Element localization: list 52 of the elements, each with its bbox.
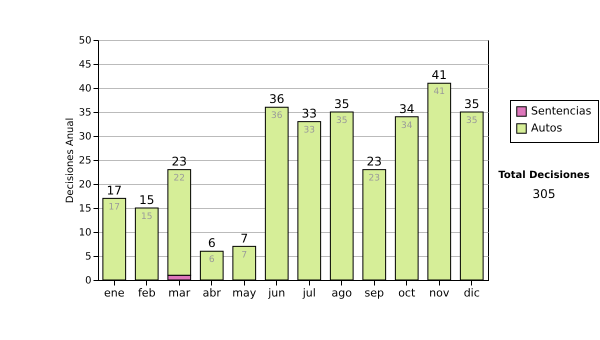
y-tick-label: 0 <box>85 276 92 286</box>
y-tick-label: 40 <box>78 84 92 94</box>
x-tick-label: nov <box>429 286 450 300</box>
x-tick-label: jun <box>267 286 286 300</box>
y-tick-label: 20 <box>78 180 92 190</box>
data-label: 7 <box>241 250 248 260</box>
y-axis-title: Decisiones Anual <box>64 118 76 204</box>
x-tick-label: sep <box>364 286 384 300</box>
total-label: 35 <box>464 97 480 111</box>
data-label: 35 <box>336 116 348 126</box>
x-tick-label: may <box>232 286 257 300</box>
total-label: 23 <box>172 154 187 169</box>
y-tick-label: 30 <box>78 132 92 142</box>
data-label: 33 <box>304 126 315 136</box>
y-tick-label: 15 <box>78 204 92 214</box>
legend-label: Sentencias <box>531 104 592 118</box>
text: 305 <box>532 187 556 201</box>
x-tick-label: ago <box>332 286 352 300</box>
total-label: 35 <box>334 97 350 111</box>
data-label: 17 <box>108 202 120 212</box>
text: Total Decisiones <box>497 170 591 181</box>
total-label: 17 <box>106 183 122 198</box>
data-label: 23 <box>368 174 380 184</box>
total-label: 23 <box>366 154 382 169</box>
data-label: 41 <box>434 87 445 98</box>
y-tick-label: 35 <box>78 108 92 118</box>
legend-label: Autos <box>531 122 563 134</box>
total-label: 7 <box>240 231 248 246</box>
total-label: 34 <box>399 102 414 116</box>
total-label: 41 <box>432 68 447 82</box>
x-tick-label: jul <box>302 286 316 300</box>
total-label: 15 <box>139 193 154 207</box>
y-tick-label: 50 <box>78 36 92 46</box>
x-tick-label: dic <box>464 286 480 300</box>
data-label: 35 <box>466 116 478 126</box>
total-label: 33 <box>302 106 317 121</box>
x-tick-label: oct <box>398 286 416 300</box>
y-tick-label: 10 <box>78 228 92 238</box>
x-tick-label: abr <box>202 286 222 300</box>
x-tick-label: ene <box>104 286 125 300</box>
total-label: 36 <box>269 92 284 106</box>
data-label: 34 <box>401 120 413 131</box>
x-tick-label: mar <box>168 286 191 300</box>
total-label: 6 <box>208 236 216 250</box>
data-label: 15 <box>141 212 152 222</box>
y-tick-label: 25 <box>78 156 92 166</box>
y-tick-label: 5 <box>85 252 92 262</box>
data-label: 22 <box>174 174 185 184</box>
data-label: 6 <box>208 255 215 266</box>
data-label: 36 <box>271 111 283 122</box>
y-tick-label: 45 <box>78 60 92 70</box>
x-tick-label: feb <box>138 286 156 300</box>
